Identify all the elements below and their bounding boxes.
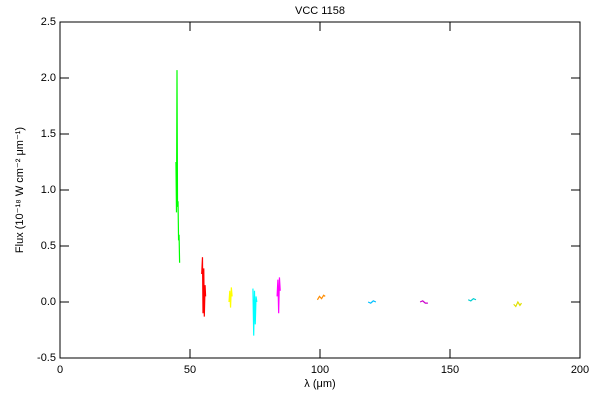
x-tick-label: 200 [571,364,589,376]
chart-title: VCC 1158 [295,5,345,17]
y-tick-label: 0.0 [41,296,56,308]
x-tick-label: 100 [311,364,329,376]
y-tick-label: -0.5 [37,352,56,364]
y-tick-label: 1.0 [41,184,56,196]
spectrum-line [228,287,233,308]
y-tick-label: 2.5 [41,16,56,28]
spectrum-line [367,300,377,304]
x-tick-label: 50 [184,364,196,376]
spectrum-line [419,300,428,304]
y-tick-label: 2.0 [41,72,56,84]
spectrum-line [513,300,522,308]
y-tick-label: 0.5 [41,240,56,252]
spectrum-line [175,70,181,263]
x-tick-label: 150 [441,364,459,376]
spectrum-line [316,294,326,301]
plot-frame [59,21,581,359]
spectrum-line [467,297,477,302]
spectrum-line [201,257,207,317]
spectrum-line [276,277,281,314]
y-tick-label: 1.5 [41,128,56,140]
x-axis-label: λ (μm) [304,378,335,390]
x-tick-label: 0 [57,364,63,376]
spectrum-line [252,288,258,336]
y-axis-label: Flux (10⁻¹⁸ W cm⁻² μm⁻¹) [14,127,26,253]
